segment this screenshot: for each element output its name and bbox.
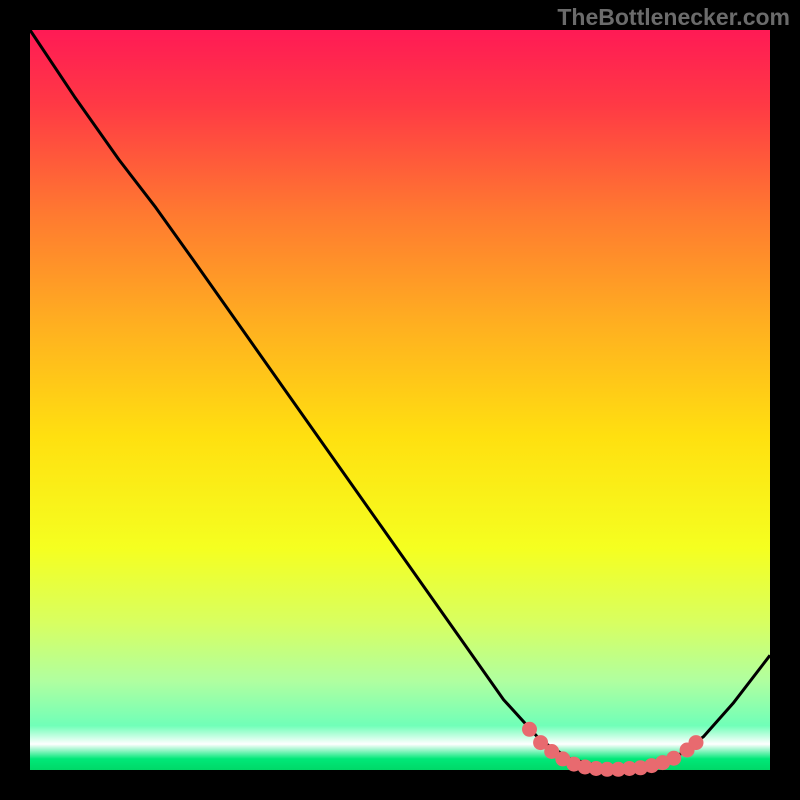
curve-marker: [667, 751, 681, 765]
curve-marker: [523, 722, 537, 736]
watermark-text: TheBottlenecker.com: [557, 4, 790, 31]
bottleneck-curve-plot: [0, 0, 800, 800]
plot-background: [30, 30, 770, 770]
chart-container: TheBottlenecker.com: [0, 0, 800, 800]
curve-marker: [689, 736, 703, 750]
